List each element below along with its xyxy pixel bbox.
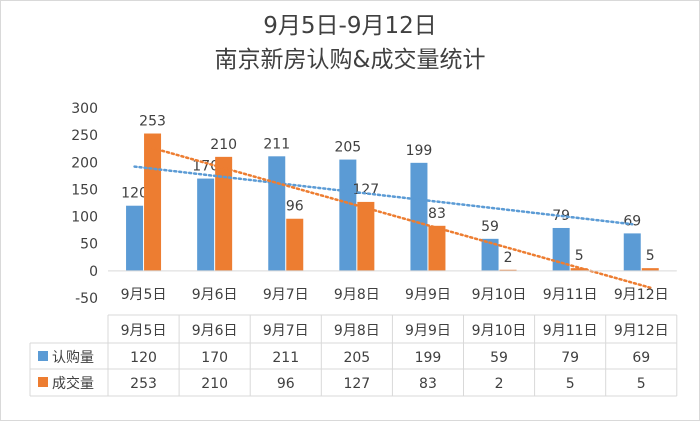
bar-deal bbox=[286, 218, 304, 271]
data-label: 2 bbox=[504, 250, 513, 266]
bar-deal bbox=[499, 269, 517, 271]
table-header-cell: 9月9日 bbox=[405, 323, 451, 339]
x-tick-label: 9月8日 bbox=[334, 287, 380, 303]
table-cell: 59 bbox=[490, 350, 508, 366]
table-header-cell: 9月8日 bbox=[334, 323, 380, 339]
data-label: 170 bbox=[192, 159, 219, 175]
bar-deal bbox=[570, 268, 588, 271]
table-header-cell: 9月5日 bbox=[121, 323, 167, 339]
chart-title-line-2: 南京新房认购&成交量统计 bbox=[214, 47, 486, 73]
data-label: 5 bbox=[575, 248, 584, 264]
bar-deal bbox=[144, 133, 162, 271]
bar-subscription bbox=[268, 156, 286, 271]
data-label: 210 bbox=[210, 137, 237, 153]
bar-deal bbox=[641, 268, 659, 271]
y-tick-label: 150 bbox=[71, 182, 98, 198]
data-label: 96 bbox=[286, 199, 304, 215]
table-cell: 170 bbox=[201, 350, 228, 366]
data-label: 199 bbox=[406, 143, 433, 159]
bar-subscription bbox=[552, 227, 570, 271]
table-cell: 253 bbox=[130, 376, 157, 392]
x-tick-label: 9月12日 bbox=[614, 287, 669, 303]
data-label: 5 bbox=[646, 248, 655, 264]
bar-subscription bbox=[197, 178, 215, 271]
legend-label: 成交量 bbox=[52, 375, 94, 392]
data-label: 69 bbox=[623, 213, 641, 229]
data-label: 211 bbox=[263, 136, 290, 152]
table-cell: 79 bbox=[561, 350, 579, 366]
table-cell: 2 bbox=[495, 376, 504, 392]
legend-label: 认购量 bbox=[52, 350, 94, 366]
bar-deal bbox=[428, 225, 446, 271]
data-label: 59 bbox=[481, 219, 499, 235]
y-tick-label: 100 bbox=[71, 210, 98, 226]
data-label: 83 bbox=[428, 206, 446, 222]
legend-key bbox=[38, 351, 48, 361]
bar-subscription bbox=[623, 233, 641, 271]
x-tick-label: 9月9日 bbox=[405, 287, 451, 303]
chart-title-line-1: 9月5日-9月12日 bbox=[263, 13, 437, 39]
legend-key bbox=[38, 377, 48, 387]
data-label: 205 bbox=[334, 140, 361, 156]
table-header-cell: 9月6日 bbox=[192, 323, 238, 339]
bar-subscription bbox=[481, 238, 499, 271]
x-tick-label: 9月11日 bbox=[543, 287, 598, 303]
table-cell: 96 bbox=[277, 376, 295, 392]
bar-subscription bbox=[410, 162, 428, 271]
table-cell: 205 bbox=[343, 350, 370, 366]
trendline-deal bbox=[151, 146, 652, 289]
bar-subscription bbox=[126, 205, 144, 271]
table-cell: 210 bbox=[201, 376, 228, 392]
x-tick-label: 9月10日 bbox=[472, 287, 527, 303]
table-cell: 120 bbox=[130, 350, 157, 366]
table-cell: 69 bbox=[632, 350, 650, 366]
plot-area: 1201702112051995979692532109612783255 bbox=[121, 114, 659, 289]
y-tick-label: 0 bbox=[89, 264, 98, 280]
x-tick-label: 9月7日 bbox=[263, 287, 309, 303]
table-header-cell: 9月12日 bbox=[614, 323, 669, 339]
table-cell: 211 bbox=[272, 350, 299, 366]
y-tick-label: 300 bbox=[71, 101, 98, 117]
data-label: 120 bbox=[121, 186, 148, 202]
x-tick-label: 9月6日 bbox=[192, 287, 238, 303]
x-axis: 9月5日 9月6日 9月7日 9月8日 9月9日 9月10日 9月11日 9月12日 bbox=[108, 270, 677, 303]
table-cell: 83 bbox=[419, 376, 437, 392]
bar-deal bbox=[215, 156, 233, 271]
y-tick-label: -50 bbox=[75, 291, 98, 307]
table-header-cell: 9月7日 bbox=[263, 323, 309, 339]
y-tick-label: 50 bbox=[80, 237, 98, 253]
table-cell: 5 bbox=[566, 376, 575, 392]
y-tick-label: 200 bbox=[71, 155, 98, 171]
data-label: 253 bbox=[139, 114, 166, 130]
bar-deal bbox=[357, 201, 375, 271]
y-axis: -50 0 50 100 150 200 250 300 bbox=[71, 101, 98, 307]
trendline-subscription bbox=[133, 165, 634, 226]
table-cell: 127 bbox=[343, 376, 370, 392]
y-tick-label: 250 bbox=[71, 128, 98, 144]
table-header-cell: 9月11日 bbox=[543, 323, 598, 339]
table-cell: 199 bbox=[415, 350, 442, 366]
table-header-cell: 9月10日 bbox=[472, 323, 527, 339]
bar-subscription bbox=[339, 159, 357, 271]
x-tick-label: 9月5日 bbox=[121, 287, 167, 303]
table-cell: 5 bbox=[637, 376, 646, 392]
